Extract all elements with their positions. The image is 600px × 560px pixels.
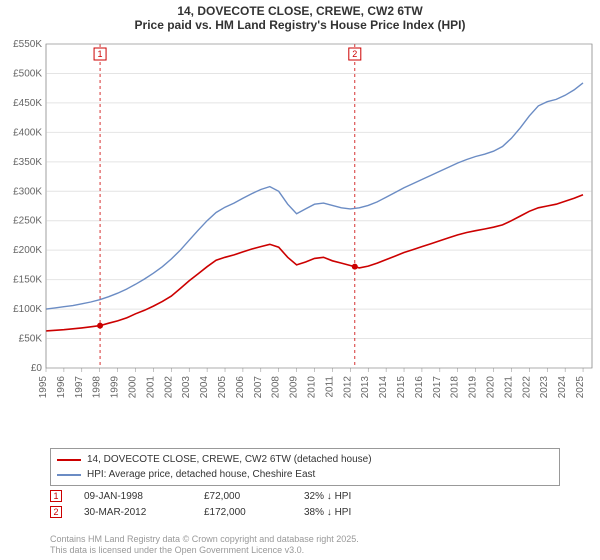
svg-text:£150K: £150K bbox=[13, 275, 42, 286]
svg-text:2018: 2018 bbox=[450, 376, 461, 399]
svg-text:2009: 2009 bbox=[289, 376, 300, 399]
svg-text:2005: 2005 bbox=[217, 376, 228, 399]
svg-text:2001: 2001 bbox=[145, 376, 156, 399]
svg-text:2010: 2010 bbox=[307, 376, 318, 399]
svg-text:1995: 1995 bbox=[38, 376, 49, 399]
legend-row: 14, DOVECOTE CLOSE, CREWE, CW2 6TW (deta… bbox=[57, 452, 553, 467]
legend-row: HPI: Average price, detached house, Ches… bbox=[57, 467, 553, 482]
svg-text:2022: 2022 bbox=[521, 376, 532, 399]
svg-text:2024: 2024 bbox=[557, 376, 568, 399]
svg-text:1999: 1999 bbox=[110, 376, 121, 399]
marker-badge: 1 bbox=[50, 490, 62, 502]
svg-text:2020: 2020 bbox=[486, 376, 497, 399]
svg-text:2016: 2016 bbox=[414, 376, 425, 399]
legend-box: 14, DOVECOTE CLOSE, CREWE, CW2 6TW (deta… bbox=[50, 448, 560, 486]
svg-text:£100K: £100K bbox=[13, 304, 42, 315]
svg-text:2004: 2004 bbox=[199, 376, 210, 399]
svg-text:2021: 2021 bbox=[503, 376, 514, 399]
svg-text:2012: 2012 bbox=[342, 376, 353, 399]
svg-text:2003: 2003 bbox=[181, 376, 192, 399]
svg-text:2023: 2023 bbox=[539, 376, 550, 399]
table-row: 2 30-MAR-2012 £172,000 38% ↓ HPI bbox=[50, 504, 560, 520]
marker-number: 1 bbox=[53, 491, 58, 501]
svg-text:2015: 2015 bbox=[396, 376, 407, 399]
svg-text:1997: 1997 bbox=[74, 376, 85, 399]
svg-text:£250K: £250K bbox=[13, 216, 42, 227]
marker-badge: 2 bbox=[50, 506, 62, 518]
svg-text:2025: 2025 bbox=[575, 376, 586, 399]
chart-container: 14, DOVECOTE CLOSE, CREWE, CW2 6TW Price… bbox=[0, 0, 600, 560]
svg-text:£50K: £50K bbox=[19, 334, 43, 345]
sales-table: 1 09-JAN-1998 £72,000 32% ↓ HPI 2 30-MAR… bbox=[50, 488, 560, 520]
marker-number: 2 bbox=[53, 507, 58, 517]
svg-text:£550K: £550K bbox=[13, 39, 42, 50]
title-line-1: 14, DOVECOTE CLOSE, CREWE, CW2 6TW bbox=[0, 4, 600, 18]
svg-text:2019: 2019 bbox=[468, 376, 479, 399]
svg-text:1996: 1996 bbox=[56, 376, 67, 399]
title-block: 14, DOVECOTE CLOSE, CREWE, CW2 6TW Price… bbox=[0, 0, 600, 32]
sale-date: 09-JAN-1998 bbox=[84, 491, 204, 502]
svg-text:£350K: £350K bbox=[13, 157, 42, 168]
svg-text:2006: 2006 bbox=[235, 376, 246, 399]
svg-text:1998: 1998 bbox=[92, 376, 103, 399]
svg-text:2: 2 bbox=[352, 49, 357, 59]
footer-line-2: This data is licensed under the Open Gov… bbox=[50, 545, 359, 556]
svg-text:£0: £0 bbox=[31, 363, 43, 374]
legend-swatch bbox=[57, 474, 81, 476]
footer: Contains HM Land Registry data © Crown c… bbox=[50, 534, 359, 556]
sale-price: £172,000 bbox=[204, 507, 304, 518]
svg-text:1: 1 bbox=[98, 49, 103, 59]
svg-text:£400K: £400K bbox=[13, 127, 42, 138]
legend-label: 14, DOVECOTE CLOSE, CREWE, CW2 6TW (deta… bbox=[87, 454, 372, 465]
svg-text:£500K: £500K bbox=[13, 68, 42, 79]
table-row: 1 09-JAN-1998 £72,000 32% ↓ HPI bbox=[50, 488, 560, 504]
sale-price: £72,000 bbox=[204, 491, 304, 502]
svg-text:2008: 2008 bbox=[271, 376, 282, 399]
legend-label: HPI: Average price, detached house, Ches… bbox=[87, 469, 315, 480]
title-line-2: Price paid vs. HM Land Registry's House … bbox=[0, 18, 600, 32]
svg-text:2007: 2007 bbox=[253, 376, 264, 399]
chart-area: £0 £50K £100K £150K £200K £250K £300K £350K £400… bbox=[0, 38, 600, 418]
svg-text:2014: 2014 bbox=[378, 376, 389, 399]
svg-text:2002: 2002 bbox=[163, 376, 174, 399]
sale-pct: 38% ↓ HPI bbox=[304, 507, 424, 518]
svg-text:2000: 2000 bbox=[128, 376, 139, 399]
svg-text:£200K: £200K bbox=[13, 245, 42, 256]
svg-text:£300K: £300K bbox=[13, 186, 42, 197]
chart-svg: £0 £50K £100K £150K £200K £250K £300K £350K £400… bbox=[0, 38, 600, 418]
footer-line-1: Contains HM Land Registry data © Crown c… bbox=[50, 534, 359, 545]
legend-swatch bbox=[57, 459, 81, 461]
svg-text:2011: 2011 bbox=[324, 376, 335, 398]
svg-text:2017: 2017 bbox=[432, 376, 443, 399]
svg-text:2013: 2013 bbox=[360, 376, 371, 399]
sale-pct: 32% ↓ HPI bbox=[304, 491, 424, 502]
svg-text:£450K: £450K bbox=[13, 98, 42, 109]
sale-date: 30-MAR-2012 bbox=[84, 507, 204, 518]
